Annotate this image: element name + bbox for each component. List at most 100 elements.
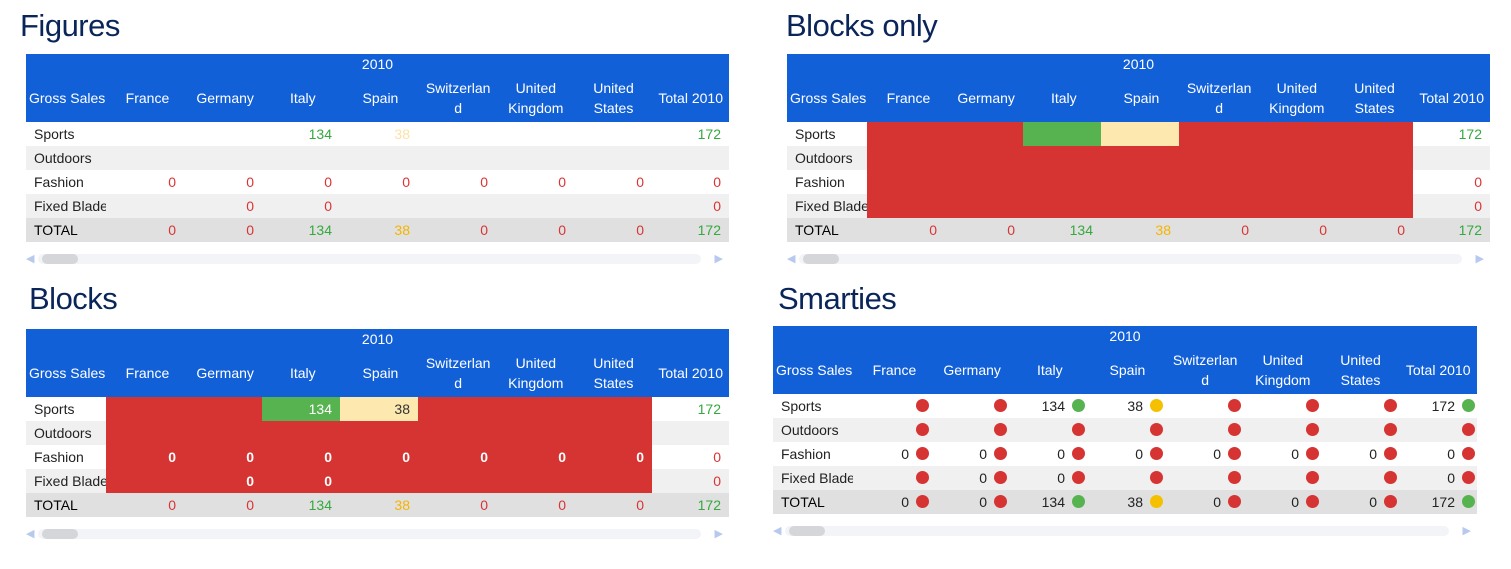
column-header[interactable]: Spain — [362, 90, 399, 106]
table-row: Sports 134 38 172 — [26, 122, 729, 146]
column-header[interactable]: Gross Sales — [29, 365, 106, 381]
value-cell — [340, 194, 418, 218]
column-header[interactable]: United States — [1340, 352, 1381, 388]
year-header: 2010 — [1109, 328, 1141, 344]
column-header[interactable]: Italy — [1050, 90, 1077, 106]
column-header[interactable]: Germany — [196, 365, 254, 381]
value-cell — [184, 146, 262, 170]
horizontal-scrollbar[interactable]: ◀ ▶ — [787, 252, 1490, 266]
value-cell — [106, 122, 184, 146]
scroll-left-icon[interactable]: ◀ — [787, 253, 796, 265]
column-header[interactable]: Spain — [362, 365, 399, 381]
column-header[interactable]: Spain — [1109, 362, 1146, 378]
value-cell: 0 — [496, 170, 574, 194]
scroll-thumb[interactable] — [42, 254, 78, 264]
status-block-red — [574, 469, 652, 493]
scroll-right-icon[interactable]: ▶ — [714, 528, 723, 540]
column-header[interactable]: Switzerland — [425, 80, 491, 116]
column-headers: Gross Sales France Germany Italy Spain Switze… — [773, 346, 1477, 394]
column-header[interactable]: Gross Sales — [790, 90, 867, 106]
scroll-thumb[interactable] — [42, 529, 78, 539]
status-block-red — [1179, 170, 1257, 194]
column-header[interactable]: Total 2010 — [658, 365, 723, 381]
cell-value: 172 — [1431, 398, 1455, 414]
value-cell: 38 — [340, 493, 418, 517]
status-dot-red — [1072, 471, 1085, 484]
value-cell — [1413, 146, 1490, 170]
cell-value: 38 — [394, 401, 410, 417]
cell-value: 134 — [308, 126, 332, 142]
value-cell: 134 — [262, 397, 340, 421]
column-header[interactable]: Total 2010 — [658, 90, 723, 106]
scroll-right-icon[interactable]: ▶ — [1475, 253, 1484, 265]
column-header[interactable]: Total 2010 — [1419, 90, 1484, 106]
scroll-thumb[interactable] — [789, 526, 825, 536]
cell-value: 134 — [1041, 494, 1065, 510]
column-header[interactable]: Total 2010 — [1405, 362, 1471, 378]
column-header[interactable]: United Kingdom — [508, 80, 564, 116]
value-cell: 38 — [340, 397, 418, 421]
status-dot-red — [1150, 447, 1163, 460]
column-header[interactable]: United States — [593, 80, 634, 116]
value-cell — [652, 421, 729, 445]
column-header[interactable]: Italy — [289, 365, 316, 381]
scroll-right-icon[interactable]: ▶ — [1462, 525, 1471, 537]
column-header[interactable]: United Kingdom — [1255, 352, 1311, 388]
horizontal-scrollbar[interactable]: ◀ ▶ — [773, 524, 1477, 538]
column-header[interactable]: Germany — [196, 90, 254, 106]
pivot-table-smarties: 2010 Gross Sales France Germany Italy Spain Sw… — [773, 326, 1477, 538]
horizontal-scrollbar[interactable]: ◀ ▶ — [26, 527, 729, 541]
column-header[interactable]: United Kingdom — [1269, 80, 1325, 116]
column-header[interactable]: France — [125, 365, 170, 381]
column-header[interactable]: Germany — [957, 90, 1015, 106]
scroll-left-icon[interactable]: ◀ — [26, 528, 35, 540]
cell-value: 0 — [1474, 198, 1482, 214]
column-header[interactable]: France — [125, 90, 170, 106]
status-block-red — [106, 421, 184, 445]
column-header[interactable]: Gross Sales — [29, 90, 106, 106]
column-header[interactable]: Italy — [289, 90, 316, 106]
column-header[interactable]: Germany — [943, 362, 1001, 378]
scroll-track[interactable] — [785, 526, 1449, 536]
row-label: Fixed Blade — [781, 470, 853, 486]
value-cell: 0 — [1399, 466, 1477, 490]
value-cell — [931, 394, 1009, 418]
scroll-left-icon[interactable]: ◀ — [773, 525, 782, 537]
status-dot-red — [1306, 447, 1319, 460]
column-header[interactable]: Switzerland — [1172, 352, 1238, 388]
value-cell: 0 — [1165, 490, 1243, 514]
value-cell: 0 — [418, 445, 496, 469]
status-dot-red — [994, 423, 1007, 436]
cell-value: 0 — [1369, 446, 1377, 462]
value-cell: 172 — [652, 493, 729, 517]
scroll-track[interactable] — [38, 529, 701, 539]
cell-value: 0 — [480, 174, 488, 190]
column-header[interactable]: France — [886, 90, 931, 106]
pivot-table-blocks: 2010 Gross Sales France Germany Italy Spain Sw… — [26, 329, 729, 541]
status-dot-red — [1384, 495, 1397, 508]
scroll-track[interactable] — [38, 254, 701, 264]
status-dot-red — [1228, 399, 1241, 412]
column-header[interactable]: United States — [1354, 80, 1395, 116]
scroll-thumb[interactable] — [803, 254, 839, 264]
column-header[interactable]: United Kingdom — [508, 355, 564, 391]
cell-value: 0 — [1447, 470, 1455, 486]
scroll-left-icon[interactable]: ◀ — [26, 253, 35, 265]
cell-value: 0 — [558, 174, 566, 190]
column-header[interactable]: Italy — [1036, 362, 1063, 378]
panel-title-figures: Figures — [20, 8, 120, 43]
cell-value: 0 — [480, 222, 488, 238]
panel-title-smarties: Smarties — [778, 281, 897, 316]
horizontal-scrollbar[interactable]: ◀ ▶ — [26, 252, 729, 266]
column-header[interactable]: Gross Sales — [776, 362, 853, 378]
cell-value: 0 — [1213, 494, 1221, 510]
column-header[interactable]: France — [872, 362, 917, 378]
column-header[interactable]: United States — [593, 355, 634, 391]
column-header[interactable]: Switzerland — [425, 355, 491, 391]
scroll-track[interactable] — [799, 254, 1462, 264]
cell-value: 172 — [697, 497, 721, 513]
scroll-right-icon[interactable]: ▶ — [714, 253, 723, 265]
column-header[interactable]: Switzerland — [1186, 80, 1252, 116]
column-header[interactable]: Spain — [1123, 90, 1160, 106]
